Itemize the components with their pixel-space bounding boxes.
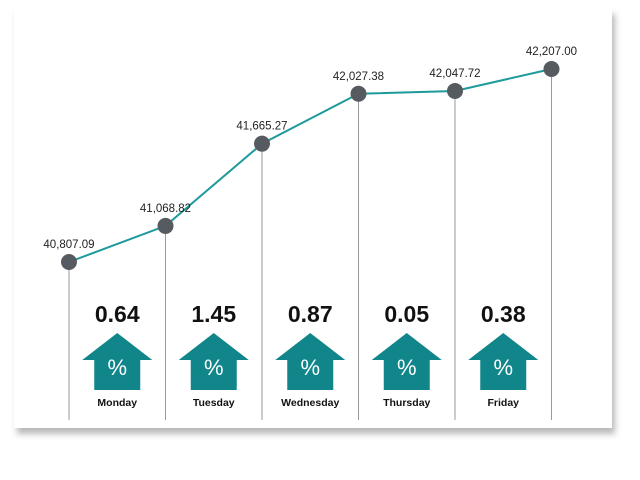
up-arrow-icon	[178, 333, 249, 390]
percent-change-value: 0.05	[384, 301, 429, 327]
up-arrow-icon	[468, 333, 539, 390]
point-marker-1	[157, 217, 174, 234]
change-group-wednesday: 0.87% Wednesday	[275, 301, 346, 409]
percent-change-value: 0.38	[481, 301, 526, 327]
up-arrow-icon	[371, 333, 442, 390]
up-arrow-icon	[275, 333, 346, 390]
point-marker-3	[350, 85, 367, 102]
point-marker-0	[61, 254, 77, 270]
day-label-wednesday: Wednesday	[281, 397, 339, 409]
change-group-thursday: 0.05% Thursday	[371, 301, 442, 409]
trend-line	[68, 68, 552, 263]
point-marker-4	[447, 82, 463, 99]
value-label-0: 40,807.09	[43, 239, 94, 251]
value-label-2: 41,665.27	[236, 121, 287, 133]
percent-change-value: 1.45	[191, 301, 236, 327]
value-label-5: 42,207.00	[526, 46, 577, 58]
percent-glyph: %	[397, 355, 417, 380]
change-group-tuesday: 1.45% Tuesday	[178, 301, 249, 409]
change-group-monday: 0.64% Monday	[82, 301, 153, 409]
point-markers	[61, 61, 560, 270]
day-label-monday: Monday	[97, 397, 137, 409]
percent-change-groups: 0.64% Monday 1.45% Tuesday 0.87% Wednesday 0.0…	[82, 301, 539, 409]
value-labels: 40,807.09 41,068.82 41,665.27 42,027.38 42,0…	[43, 46, 577, 251]
percent-glyph: %	[300, 355, 320, 380]
percent-change-value: 0.64	[95, 301, 140, 327]
percent-glyph: %	[204, 355, 224, 380]
percent-glyph: %	[107, 355, 127, 380]
change-group-friday: 0.38% Friday	[468, 301, 539, 409]
drop-lines	[68, 69, 552, 420]
point-marker-2	[254, 135, 270, 152]
percent-glyph: %	[493, 355, 513, 380]
value-label-3: 42,027.38	[333, 71, 384, 83]
day-label-friday: Friday	[487, 397, 519, 409]
value-label-1: 41,068.82	[140, 203, 191, 215]
value-label-4: 42,047.72	[429, 68, 480, 80]
day-label-thursday: Thursday	[383, 397, 430, 409]
point-marker-5	[543, 61, 560, 77]
up-arrow-icon	[82, 333, 153, 390]
day-label-tuesday: Tuesday	[193, 397, 235, 409]
percent-change-value: 0.87	[288, 301, 333, 327]
